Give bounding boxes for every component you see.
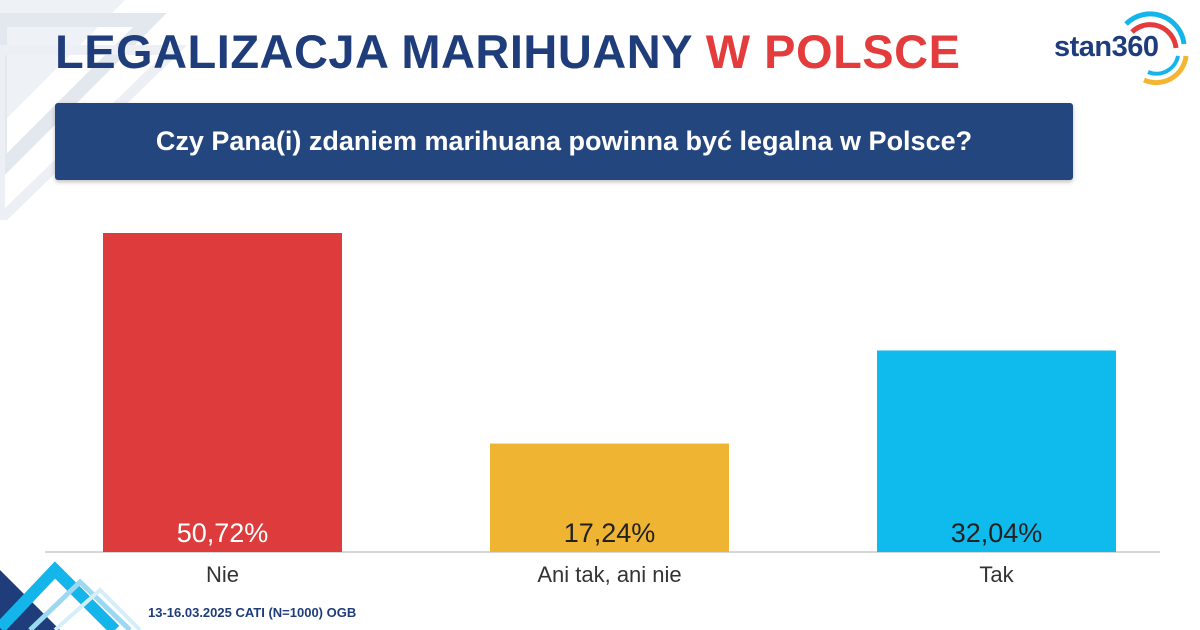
bar-2 xyxy=(490,443,729,552)
bar-value-label: 50,72% xyxy=(177,518,269,548)
category-label: Tak xyxy=(979,562,1014,587)
bar-3 xyxy=(877,350,1116,552)
bar-value-label: 32,04% xyxy=(951,518,1043,548)
bar-1 xyxy=(103,233,342,552)
category-label: Ani tak, ani nie xyxy=(537,562,681,587)
title-highlight: W POLSCE xyxy=(705,25,961,78)
title-main: LEGALIZACJA MARIHUANY xyxy=(55,25,693,78)
logo-text: stan360 xyxy=(1054,31,1159,63)
survey-footnote: 13-16.03.2025 CATI (N=1000) OGB xyxy=(148,605,357,620)
page-title: LEGALIZACJA MARIHUANY W POLSCE xyxy=(55,22,960,82)
bar-value-label: 17,24% xyxy=(564,518,656,548)
category-label: Nie xyxy=(206,562,239,587)
corner-decoration-bottom-left xyxy=(0,561,142,630)
question-banner: Czy Pana(i) zdaniem marihuana powinna by… xyxy=(55,103,1073,180)
question-text: Czy Pana(i) zdaniem marihuana powinna by… xyxy=(155,126,973,156)
logo-arcs-icon xyxy=(1124,11,1189,86)
brand-logo: stan360 xyxy=(1048,6,1193,88)
